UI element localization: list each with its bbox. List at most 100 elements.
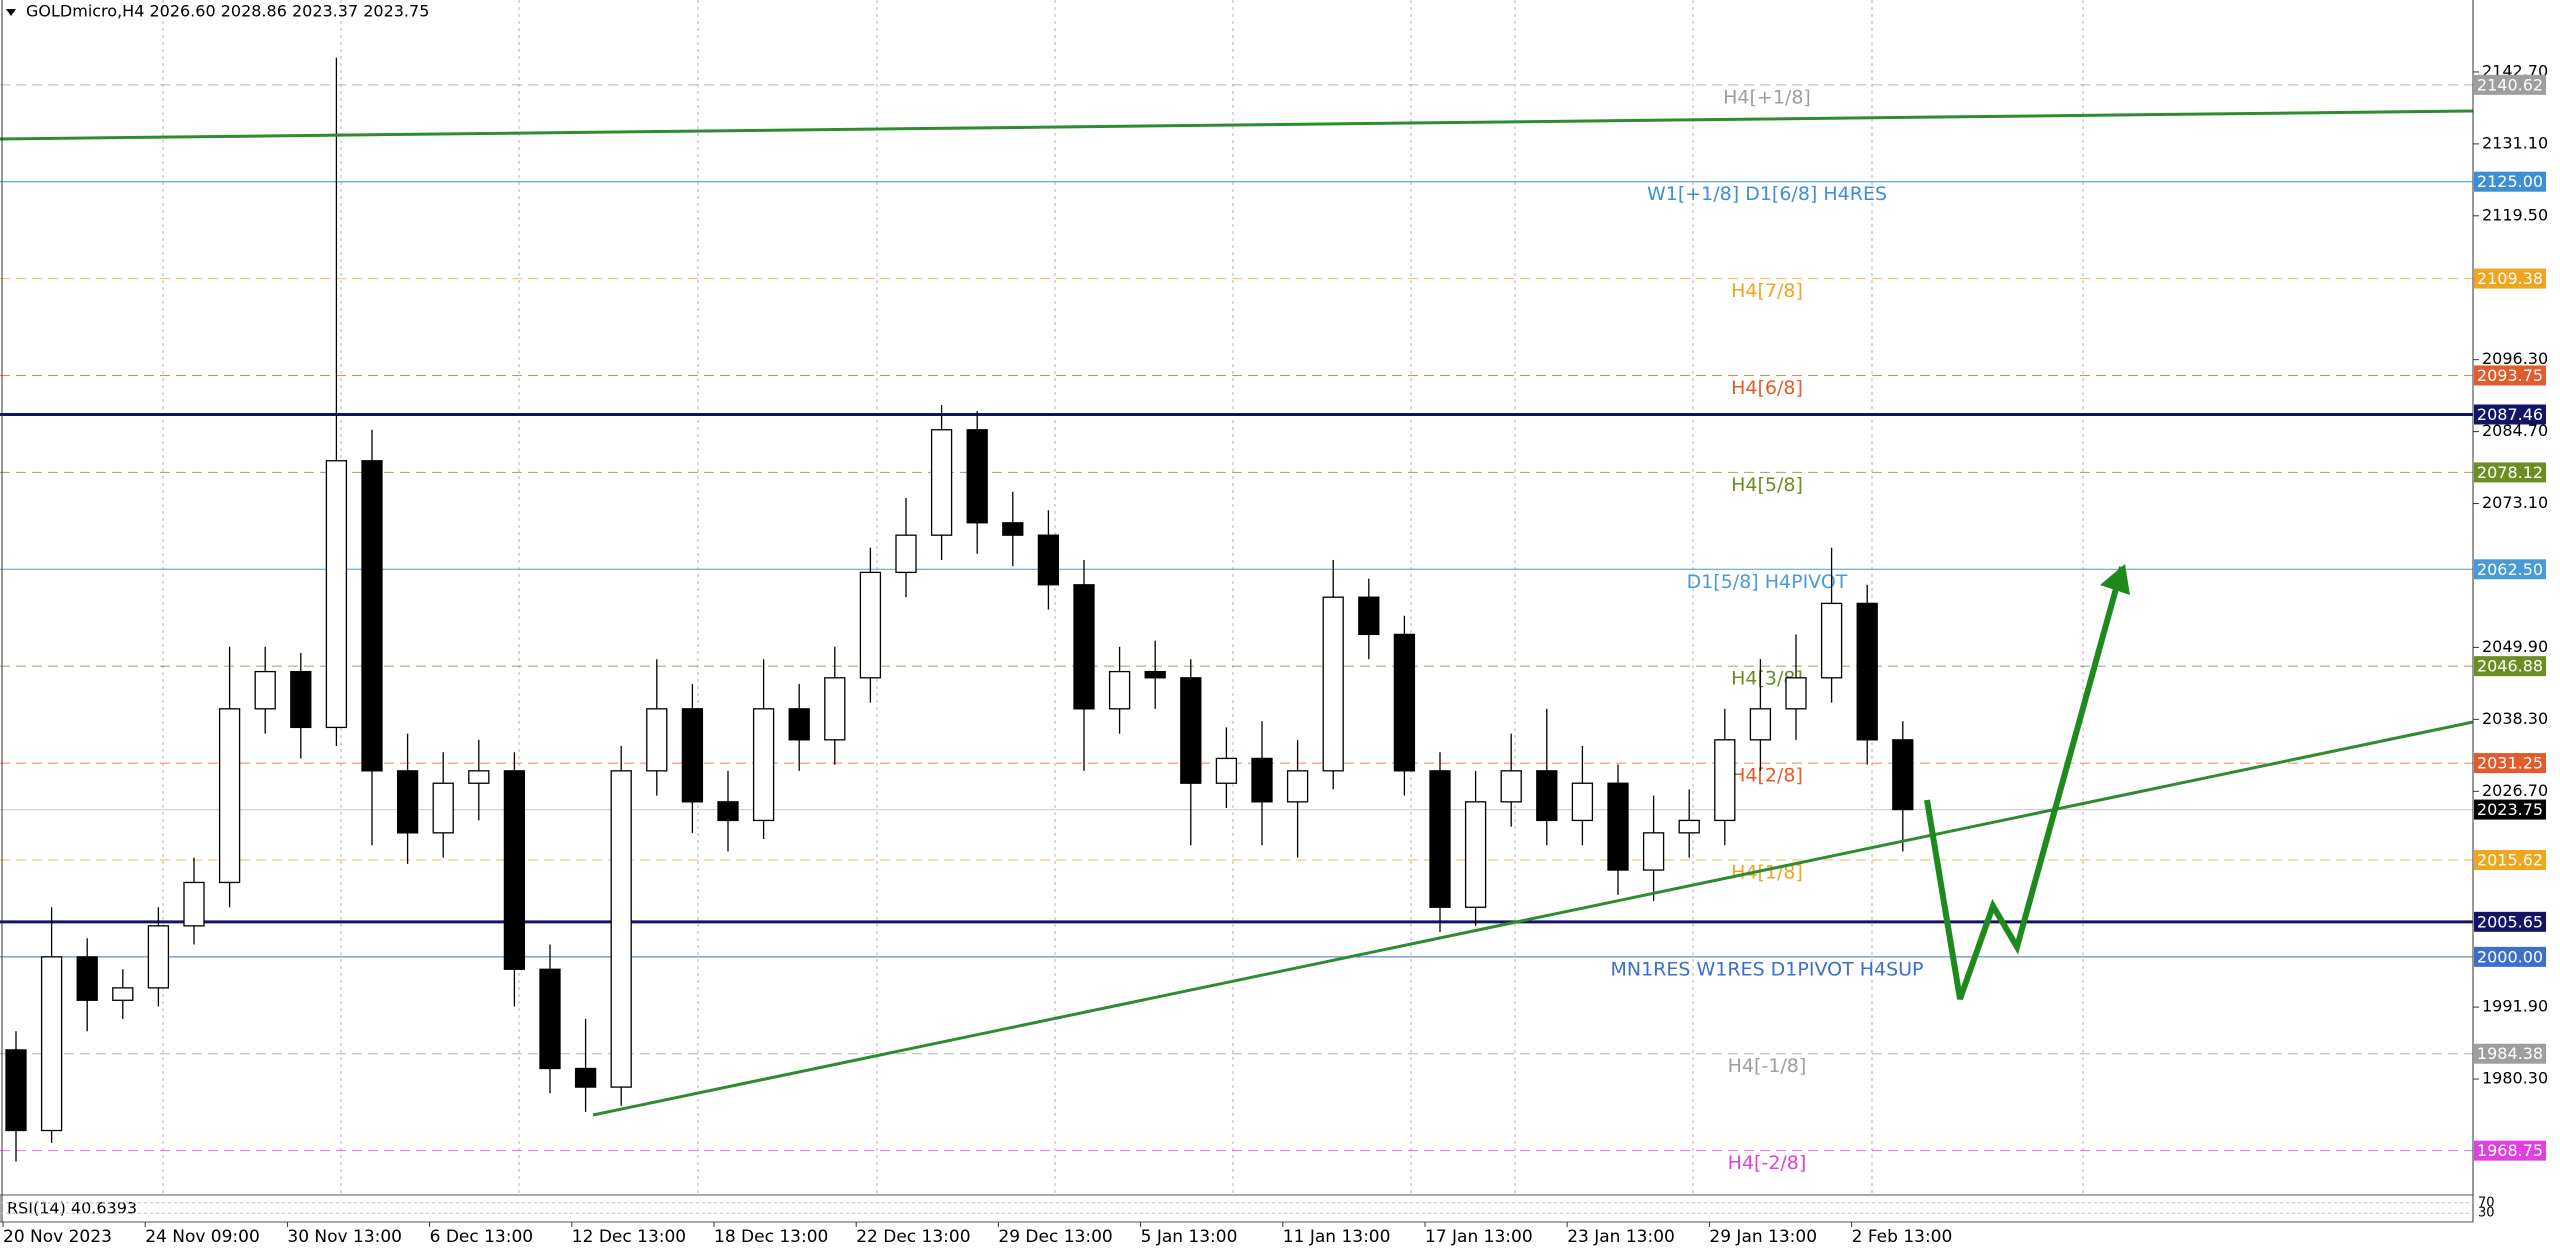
candle-body (361, 460, 383, 772)
candle-body (1286, 770, 1309, 803)
price-box (2474, 753, 2546, 774)
y-tick-label: 2096.30 (2482, 349, 2548, 368)
price-box-label: 1984.38 (2477, 1044, 2543, 1063)
candle-body (254, 670, 276, 710)
forecast-arrow (1924, 566, 2125, 1001)
candle-body (112, 987, 134, 1001)
level-label: D1[5/8] H4PIVOT (1687, 571, 1848, 593)
candle-body (752, 708, 775, 822)
price-box-label: 2023.75 (2477, 800, 2543, 819)
price-box (2474, 911, 2546, 932)
rsi-pane (0, 1194, 2474, 1223)
y-tick-label: 1991.90 (2482, 997, 2548, 1016)
price-axis: 2142.702131.102119.502096.302084.702073.… (2473, 61, 2548, 1161)
drawings (0, 109, 2474, 1117)
candles (5, 57, 1914, 1162)
price-box (2474, 946, 2546, 967)
candle-body (930, 429, 953, 536)
candle-body (681, 708, 704, 803)
candle-body (325, 460, 348, 729)
x-tick-label: 5 Jan 13:00 (1141, 1227, 1238, 1247)
level-label: H4[7/8] (1731, 280, 1803, 302)
price-box (2474, 74, 2546, 95)
candle-body (1037, 534, 1060, 586)
level-label: H4[-1/8] (1728, 1055, 1807, 1077)
candle-body (1464, 801, 1487, 908)
candle-body (1785, 677, 1807, 710)
candle-body (40, 956, 63, 1132)
x-tick-label: 22 Dec 13:00 (856, 1227, 970, 1247)
candle-body (183, 881, 205, 927)
candle-body (1108, 670, 1131, 710)
y-tick-label: 1980.30 (2482, 1069, 2548, 1088)
y-tick-label: 2038.30 (2482, 709, 2548, 728)
arrow-head (2100, 564, 2130, 595)
candle-body (468, 770, 490, 784)
x-tick-label: 30 Nov 13:00 (287, 1227, 402, 1247)
price-box-label: 2125.00 (2477, 172, 2543, 191)
price-box (2474, 365, 2546, 386)
candle-body (1180, 677, 1202, 784)
level-label: H4[3/8] (1731, 668, 1803, 690)
candle-body (574, 1067, 597, 1088)
price-box-label: 2078.12 (2477, 463, 2543, 482)
trendline (592, 720, 2474, 1117)
price-box (2474, 850, 2546, 871)
candle-body (1571, 782, 1594, 822)
y-tick-label: 2073.10 (2482, 493, 2548, 512)
time-axis: 20 Nov 2023 24 Nov 09:00 30 Nov 13:00 6 Dec… (2, 1222, 1953, 1247)
price-box-label: 2093.75 (2477, 366, 2543, 385)
candle-body (1678, 819, 1700, 834)
y-tick-label: 2026.70 (2482, 781, 2548, 800)
x-tick-label: 29 Dec 13:00 (998, 1227, 1112, 1247)
price-box-label: 2109.38 (2477, 269, 2543, 288)
candle-body (1002, 522, 1024, 536)
rsi-level-label: 70 (2478, 1195, 2495, 1210)
candle-body (646, 708, 668, 772)
candle-body (1322, 596, 1344, 772)
price-box (2474, 559, 2546, 580)
price-box (2474, 1043, 2546, 1064)
candle-body (1892, 739, 1914, 811)
level-label: H4[+1/8] (1723, 86, 1811, 108)
rsi-level-label: 30 (2478, 1206, 2495, 1221)
candle-body (859, 571, 882, 679)
price-box-label: 2087.46 (2477, 405, 2543, 424)
price-box (2474, 404, 2546, 425)
y-tick-label: 2049.90 (2482, 637, 2548, 656)
candle-body (5, 1049, 27, 1132)
candle-body (1536, 770, 1558, 822)
price-box-label: 2005.65 (2477, 912, 2543, 931)
candle-body (717, 801, 739, 822)
candle-body (432, 782, 454, 834)
candle-body (1358, 596, 1380, 636)
candle-body (824, 677, 846, 741)
x-tick-label: 17 Jan 13:00 (1425, 1227, 1533, 1247)
y-tick-label: 2119.50 (2482, 205, 2548, 224)
price-box (2474, 1140, 2546, 1161)
candle-body (1856, 602, 1878, 741)
x-tick-label: 12 Dec 13:00 (572, 1227, 686, 1247)
price-box-label: 2046.88 (2477, 657, 2543, 676)
level-label: H4[-2/8] (1728, 1152, 1807, 1174)
level-label: MN1RES W1RES D1PIVOT H4SUP (1610, 958, 1923, 980)
level-label: H4[6/8] (1731, 377, 1803, 399)
candle-body (147, 925, 170, 989)
price-box (2474, 656, 2546, 677)
price-box-label: 1968.75 (2477, 1141, 2543, 1160)
candle-body (503, 770, 526, 970)
x-tick-label: 23 Jan 13:00 (1567, 1227, 1675, 1247)
chart-title: GOLDmicro,H4 2026.60 2028.86 2023.37 202… (26, 2, 429, 21)
candle-body (1714, 739, 1736, 822)
candle-body (788, 708, 810, 741)
price-box-label: 2015.62 (2477, 851, 2543, 870)
price-box (2474, 171, 2546, 192)
x-tick-label: 2 Feb 13:00 (1852, 1227, 1953, 1247)
y-tick-label: 2084.70 (2482, 421, 2548, 440)
level-label: W1[+1/8] D1[6/8] H4RES (1647, 183, 1887, 205)
candle-body (895, 534, 917, 574)
candle-body (1607, 782, 1629, 871)
